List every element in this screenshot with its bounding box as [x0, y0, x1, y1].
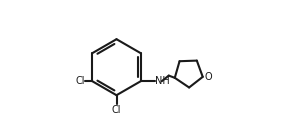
Text: NH: NH [155, 76, 170, 86]
Text: Cl: Cl [75, 76, 85, 86]
Text: O: O [205, 72, 212, 82]
Text: Cl: Cl [112, 105, 121, 115]
